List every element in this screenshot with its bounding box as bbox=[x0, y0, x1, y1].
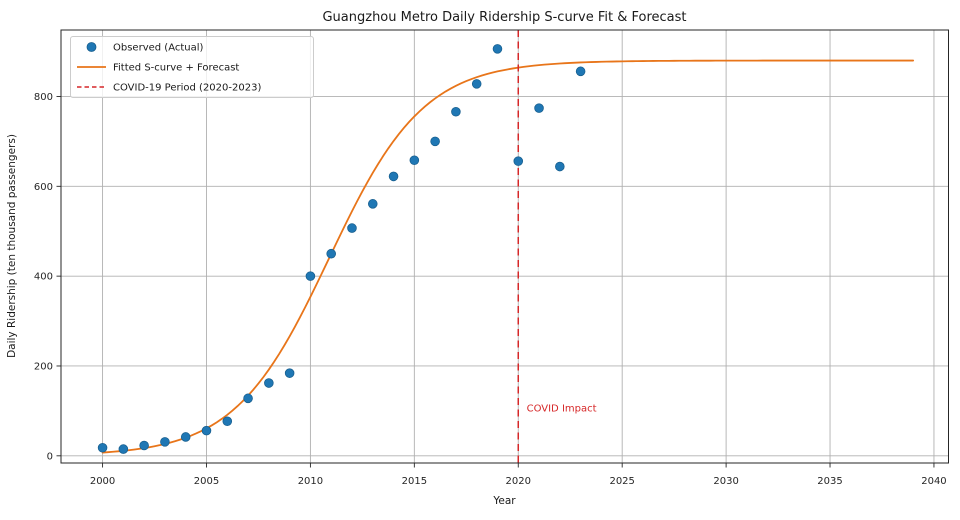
y-tick-label: 800 bbox=[34, 92, 53, 103]
y-tick-label: 0 bbox=[47, 451, 53, 462]
legend-label-fitted: Fitted S-curve + Forecast bbox=[113, 63, 239, 74]
y-tick-label: 600 bbox=[34, 182, 53, 193]
legend-box bbox=[70, 36, 314, 98]
observed-point bbox=[513, 156, 524, 166]
covid-impact-annotation: COVID Impact bbox=[527, 404, 597, 415]
observed-point bbox=[347, 223, 357, 233]
x-tick-label: 2035 bbox=[817, 476, 842, 487]
observed-point bbox=[451, 106, 461, 117]
observed-point bbox=[284, 368, 295, 378]
x-tick-label: 2025 bbox=[609, 476, 634, 487]
y-tick-label: 200 bbox=[34, 361, 53, 372]
observed-point bbox=[97, 442, 108, 453]
observed-marker-icon bbox=[86, 42, 97, 52]
x-tick-label: 2040 bbox=[921, 476, 946, 487]
tick-label-layer: 2000 2005 2010 2015 2020 2025 2030 2035 2040 0 200… bbox=[34, 92, 947, 487]
observed-point bbox=[160, 437, 170, 447]
x-axis-label: Year bbox=[492, 495, 516, 507]
x-tick-label: 2020 bbox=[506, 476, 531, 487]
observed-point bbox=[534, 103, 544, 113]
x-tick-label: 2010 bbox=[298, 476, 323, 487]
fitted-scurve-line bbox=[101, 59, 915, 454]
observed-point bbox=[201, 425, 212, 436]
plot-border bbox=[60, 29, 949, 464]
observed-point bbox=[555, 161, 565, 172]
x-tick-label: 2005 bbox=[194, 476, 219, 487]
legend-item-fitted: Fitted S-curve + Forecast bbox=[77, 63, 239, 74]
observed-point bbox=[326, 248, 336, 259]
legend-label-observed: Observed (Actual) bbox=[113, 43, 204, 54]
grid-layer bbox=[61, 30, 949, 463]
observed-point bbox=[575, 66, 586, 77]
legend-label-covid: COVID-19 Period (2020-2023) bbox=[113, 83, 261, 94]
observed-point bbox=[471, 79, 482, 89]
observed-point bbox=[243, 393, 253, 404]
x-tick-label: 2015 bbox=[402, 476, 427, 487]
observed-point bbox=[180, 432, 191, 442]
chart-title: Guangzhou Metro Daily Ridership S-curve … bbox=[322, 10, 686, 25]
data-layer bbox=[97, 30, 915, 463]
observed-point bbox=[139, 440, 149, 451]
y-axis-label: Daily Ridership (ten thousand passengers… bbox=[6, 134, 18, 358]
observed-point bbox=[492, 44, 503, 54]
observed-point bbox=[222, 416, 233, 427]
observed-point bbox=[264, 378, 274, 388]
observed-point bbox=[305, 271, 316, 281]
observed-point bbox=[409, 155, 420, 166]
observed-point bbox=[118, 444, 129, 454]
axes-layer bbox=[56, 29, 949, 468]
y-tick-label: 400 bbox=[34, 272, 53, 283]
x-tick-label: 2000 bbox=[90, 476, 115, 487]
observed-point bbox=[367, 199, 378, 209]
legend-item-observed: Observed (Actual) bbox=[86, 42, 204, 54]
x-tick-label: 2030 bbox=[713, 476, 738, 487]
observed-point bbox=[430, 136, 440, 147]
legend: Observed (Actual) Fitted S-curve + Forec… bbox=[70, 36, 314, 98]
observed-point bbox=[388, 171, 399, 182]
legend-item-covid: COVID-19 Period (2020-2023) bbox=[77, 83, 261, 94]
